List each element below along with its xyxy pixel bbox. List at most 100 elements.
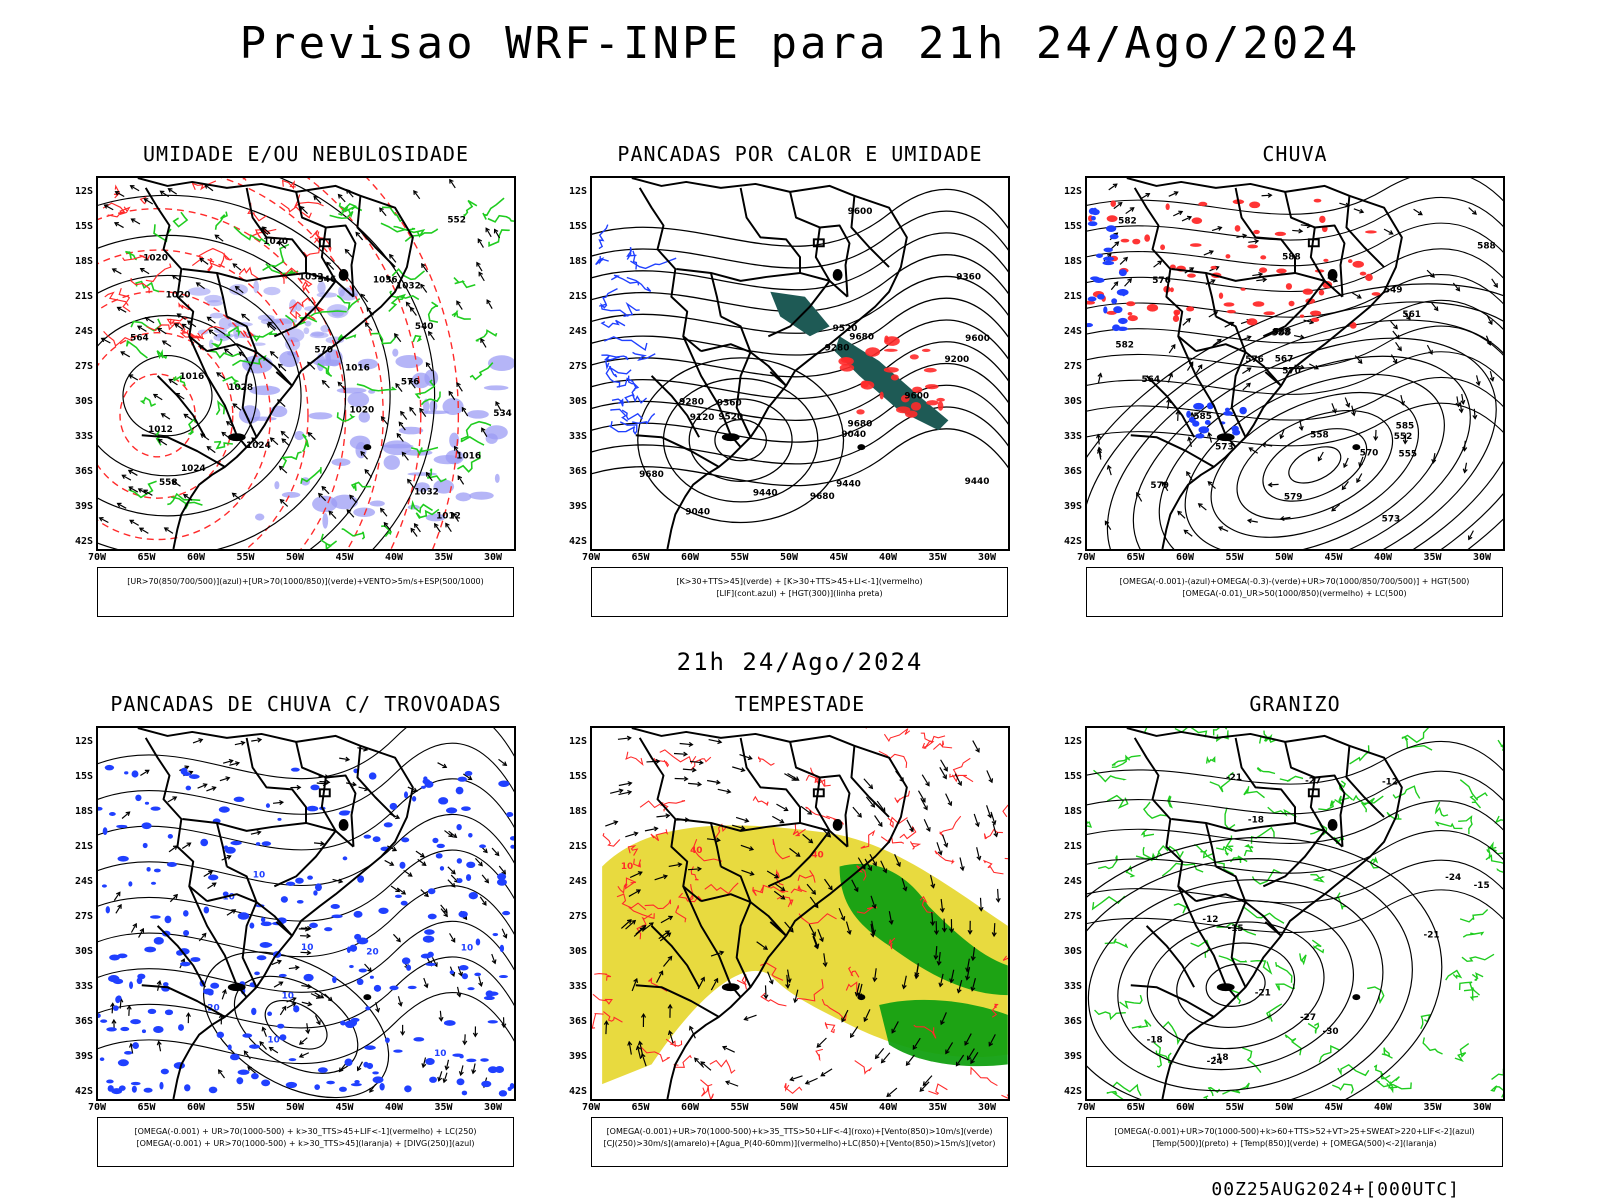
- longitude-tick-label: 55W: [236, 552, 255, 563]
- longitude-tick-label: 55W: [730, 1102, 749, 1113]
- contour-label: 579: [1284, 492, 1303, 502]
- contour-label: 540: [415, 322, 434, 332]
- latitude-tick-label: 24S: [1063, 876, 1082, 887]
- contour-label: -30: [1323, 1027, 1339, 1037]
- panel-chuva: CHUVA 588 588 588 585 582 579 576 573 570 567 564 5…: [1064, 142, 1505, 563]
- latitude-tick-label: 24S: [1063, 326, 1082, 337]
- contour-label: -18: [1213, 1053, 1229, 1063]
- contour-label: 576: [401, 377, 420, 387]
- latitude-tick-label: 21S: [1063, 291, 1082, 302]
- panel-title: UMIDADE E/OU NEBULOSIDADE: [142, 142, 470, 166]
- legend-line: [OMEGA(-0.01)_UR>50(1000/850)(vermelho) …: [1182, 589, 1407, 598]
- latitude-tick-label: 21S: [568, 841, 587, 852]
- longitude-tick-label: 30W: [978, 552, 997, 563]
- longitude-tick-label: 35W: [1423, 552, 1442, 563]
- longitude-tick-label: 70W: [582, 552, 601, 563]
- contour-label: 10: [282, 992, 294, 1002]
- contour-label: -12: [1382, 778, 1398, 788]
- longitude-tick-label: 60W: [187, 1102, 206, 1113]
- contour-label: -12: [1202, 915, 1218, 925]
- contour-label: 1032: [414, 487, 439, 497]
- legend-box: [OMEGA(-0.001)+UR>70(1000-500)+k>35_TTS>…: [591, 1117, 1008, 1167]
- longitude-tick-label: 30W: [1473, 552, 1492, 563]
- contour-label: 561: [1402, 310, 1421, 320]
- panel-title: CHUVA: [1262, 142, 1328, 166]
- map-canvas: 1012 1016 1020 1020 1016 1020 1024 1028 1032 1032…: [96, 176, 516, 551]
- contour-label: 1020: [263, 237, 288, 247]
- longitude-tick-label: 55W: [1225, 552, 1244, 563]
- longitude-tick-label: 30W: [484, 1102, 503, 1113]
- latitude-tick-label: 36S: [568, 466, 587, 477]
- contour-label: -24: [1445, 873, 1461, 883]
- latitude-tick-label: 18S: [568, 806, 587, 817]
- latitude-tick-label: 39S: [74, 1051, 93, 1062]
- latitude-tick-label: 27S: [1063, 911, 1082, 922]
- legend-box: [OMEGA(-0.001)-(azul)+OMEGA(-0.3)-(verde…: [1086, 567, 1503, 617]
- longitude-tick-label: 65W: [631, 1102, 650, 1113]
- contour-label: 588: [1273, 327, 1292, 337]
- longitude-tick-label: 50W: [286, 552, 305, 563]
- latitude-tick-label: 36S: [568, 1016, 587, 1027]
- latitude-tick-label: 15S: [74, 221, 93, 232]
- mid-title: 21h 24/Ago/2024: [676, 648, 924, 676]
- longitude-tick-label: 60W: [681, 1102, 700, 1113]
- contour-label: 9280: [825, 343, 850, 353]
- contour-label: -18: [1147, 1036, 1163, 1046]
- contour-label: 570: [314, 345, 333, 355]
- contour-label: -24: [1207, 1057, 1223, 1067]
- map-canvas: 10 10 10 10 20 10 20 10 10: [96, 726, 516, 1101]
- panel-title: PANCADAS POR CALOR E UMIDADE: [617, 142, 983, 166]
- contour-label: 9440: [836, 479, 861, 489]
- legend-line: [OMEGA(-0.001)+UR>70(1000-500)+k>60+TTS>…: [1114, 1127, 1475, 1136]
- contour-label: 567: [1275, 355, 1294, 365]
- contour-label: 20: [207, 1003, 219, 1013]
- longitude-tick-label: 40W: [879, 1102, 898, 1113]
- longitude-tick-label: 70W: [582, 1102, 601, 1113]
- map-canvas: 9680 9680 9680 9680 9600 9600 9600 9520 9520 9440…: [590, 176, 1010, 551]
- latitude-tick-label: 15S: [1063, 771, 1082, 782]
- longitude-tick-label: 30W: [484, 552, 503, 563]
- contour-label: 570: [1360, 449, 1379, 459]
- latitude-tick-label: 36S: [74, 1016, 93, 1027]
- legend-box: [K>30+TTS>45](verde) + [K>30+TTS>45+LI<-…: [591, 567, 1008, 617]
- contour-label: 9520: [833, 324, 858, 334]
- longitude-tick-label: 45W: [829, 552, 848, 563]
- latitude-tick-label: 33S: [568, 981, 587, 992]
- longitude-tick-label: 55W: [1225, 1102, 1244, 1113]
- latitude-tick-label: 24S: [74, 876, 93, 887]
- contour-label: 9360: [717, 399, 742, 409]
- longitude-tick-label: 70W: [88, 1102, 107, 1113]
- legend-box: [UR>70(850/700/500)](azul)+[UR>70(1000/8…: [97, 567, 514, 617]
- contour-label: 1012: [436, 511, 461, 521]
- contour-label: 40: [811, 850, 823, 860]
- contour-label: 10: [253, 871, 265, 881]
- contour-label: 534: [493, 409, 512, 419]
- longitude-tick-label: 60W: [1176, 552, 1195, 563]
- latitude-tick-label: 12S: [1063, 736, 1082, 747]
- panel-granizo: GRANIZO -21 -12 -18 -15 -24 -27 -30 -21 -18 -24 -1…: [1064, 692, 1505, 1113]
- longitude-tick-label: 50W: [780, 1102, 799, 1113]
- contour-label: 9520: [718, 413, 743, 423]
- latitude-tick-label: 30S: [74, 946, 93, 957]
- longitude-tick-label: 70W: [1077, 552, 1096, 563]
- longitude-tick-label: 30W: [978, 1102, 997, 1113]
- contour-label: 588: [1282, 252, 1301, 262]
- contour-label: 10: [222, 893, 234, 903]
- contour-label: 9120: [690, 413, 715, 423]
- latitude-tick-label: 27S: [568, 361, 587, 372]
- contour-label: -27: [1305, 777, 1321, 787]
- legend-box: [OMEGA(-0.001)+UR>70(1000-500)+k>60+TTS>…: [1086, 1117, 1503, 1167]
- contour-label: -21: [1255, 988, 1271, 998]
- contour-label: 582: [1115, 340, 1134, 350]
- forecast-timestamp: 00Z25AUG2024+[000UTC]: [1211, 1179, 1460, 1200]
- latitude-tick-label: 12S: [74, 186, 93, 197]
- contour-label: 10: [621, 862, 633, 872]
- latitude-tick-label: 30S: [74, 396, 93, 407]
- latitude-tick-label: 24S: [568, 326, 587, 337]
- panel-pancadas-trovoadas: PANCADAS DE CHUVA C/ TROVOADAS 10 10 10 10 2…: [75, 692, 516, 1113]
- contour-label: 9360: [956, 272, 981, 282]
- contour-label: 573: [1215, 442, 1234, 452]
- longitude-tick-label: 55W: [236, 1102, 255, 1113]
- latitude-tick-label: 12S: [568, 736, 587, 747]
- contour-label: -18: [1248, 815, 1264, 825]
